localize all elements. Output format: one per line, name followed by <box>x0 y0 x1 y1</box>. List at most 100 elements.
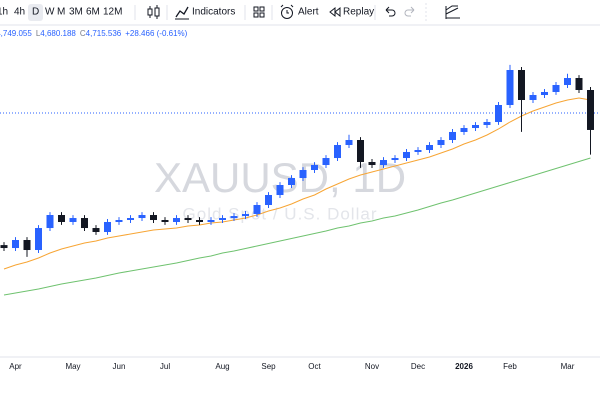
legend-change: +28.466 (-0.61%) <box>125 29 187 38</box>
indicators-label: Indicators <box>192 7 235 18</box>
indicators-button[interactable]: Indicators <box>175 6 235 20</box>
candle-body <box>46 215 54 229</box>
candle-body <box>495 105 502 122</box>
candle-body <box>460 128 468 132</box>
candle-body <box>426 145 433 151</box>
interval-button[interactable]: D <box>32 7 39 18</box>
candle-body <box>161 220 169 222</box>
interval-button[interactable]: M <box>57 7 65 18</box>
candle-body <box>58 215 65 222</box>
interval-button[interactable]: 4h <box>14 7 25 18</box>
time-axis-label: Jun <box>113 362 126 371</box>
candle-body <box>276 185 284 196</box>
candle-body <box>69 218 77 222</box>
legend-key: C <box>80 29 86 38</box>
replay-button[interactable]: Replay <box>329 7 374 18</box>
icon <box>154 7 160 17</box>
time-axis-label: May <box>65 362 80 371</box>
candle-body <box>23 240 31 251</box>
candle-body <box>196 220 203 222</box>
icon <box>281 7 293 19</box>
time-axis-label: Aug <box>215 362 229 371</box>
chart-type-button[interactable] <box>147 5 160 19</box>
alert-button[interactable]: Alert <box>280 4 319 19</box>
candle-body <box>253 205 261 214</box>
candle-body <box>207 220 215 222</box>
candle-body <box>104 221 111 232</box>
icon <box>175 6 189 18</box>
moving-average-line <box>3 97 591 270</box>
watermark-description: Gold Spot / U.S. Dollar <box>183 204 378 223</box>
candle-body <box>138 215 146 219</box>
candle-body <box>564 78 571 86</box>
candle-body <box>92 228 100 232</box>
candle-body <box>299 170 307 179</box>
candle-body <box>506 70 514 106</box>
candle-body <box>587 90 594 130</box>
candle-body <box>173 218 180 222</box>
time-axis-label: 2026 <box>455 362 473 371</box>
candle-body <box>414 150 422 152</box>
time-axis-label: Feb <box>503 362 517 371</box>
candle-body <box>322 158 330 166</box>
candle-body <box>552 85 560 92</box>
alert-label: Alert <box>298 7 319 18</box>
undo-button[interactable] <box>385 6 396 17</box>
icon <box>280 4 294 8</box>
candle-body <box>127 218 134 221</box>
candle-body <box>288 178 295 186</box>
legend-value: 4,680.188 <box>40 29 76 38</box>
candle-body <box>0 245 8 249</box>
legend-value: 4,749.055 <box>0 29 32 38</box>
candle-body <box>391 158 399 161</box>
candle-body <box>483 121 491 126</box>
candle-body <box>334 145 341 159</box>
candle-body <box>541 91 548 96</box>
candle-body <box>311 165 318 171</box>
candle-body <box>115 220 123 222</box>
candle-body <box>265 195 272 206</box>
legend-key: L <box>36 29 41 38</box>
replay-label: Replay <box>343 7 374 18</box>
icon <box>147 8 153 16</box>
candle-body <box>242 213 249 217</box>
plot-area <box>0 64 600 296</box>
redo-button[interactable] <box>404 6 415 17</box>
interval-button[interactable]: 6M <box>86 7 100 18</box>
candle-body <box>12 240 19 249</box>
icon <box>286 10 289 14</box>
candle-body <box>230 216 238 219</box>
time-axis-label: Sep <box>261 362 276 371</box>
candle-body <box>357 140 364 162</box>
candle-body <box>403 151 410 159</box>
drawing-tool-button[interactable] <box>445 5 460 19</box>
active-interval-bg <box>28 4 43 21</box>
icon <box>259 6 265 12</box>
candle-body <box>380 160 387 166</box>
interval-button[interactable]: 1h <box>0 7 8 18</box>
icon <box>259 12 265 18</box>
candle-body <box>150 215 157 221</box>
candle-body <box>81 218 88 229</box>
candle-body <box>529 95 537 101</box>
interval-button[interactable]: W <box>45 7 55 18</box>
interval-button[interactable]: 3M <box>69 7 83 18</box>
time-axis-label: Oct <box>308 362 321 371</box>
icon <box>445 5 460 19</box>
candle-body <box>437 140 445 146</box>
icon <box>253 12 259 18</box>
candle-body <box>219 218 226 221</box>
time-axis-label: Nov <box>365 362 379 371</box>
icon <box>253 6 259 12</box>
time-axis-label: Apr <box>9 362 22 371</box>
layout-button[interactable] <box>253 6 265 18</box>
legend-value: 4,715.536 <box>86 29 122 38</box>
candle-body <box>449 131 456 141</box>
candle-body <box>518 70 525 101</box>
interval-button[interactable]: 12M <box>103 7 122 18</box>
time-axis-label: Mar <box>561 362 575 371</box>
time-axis-label: Dec <box>411 362 425 371</box>
